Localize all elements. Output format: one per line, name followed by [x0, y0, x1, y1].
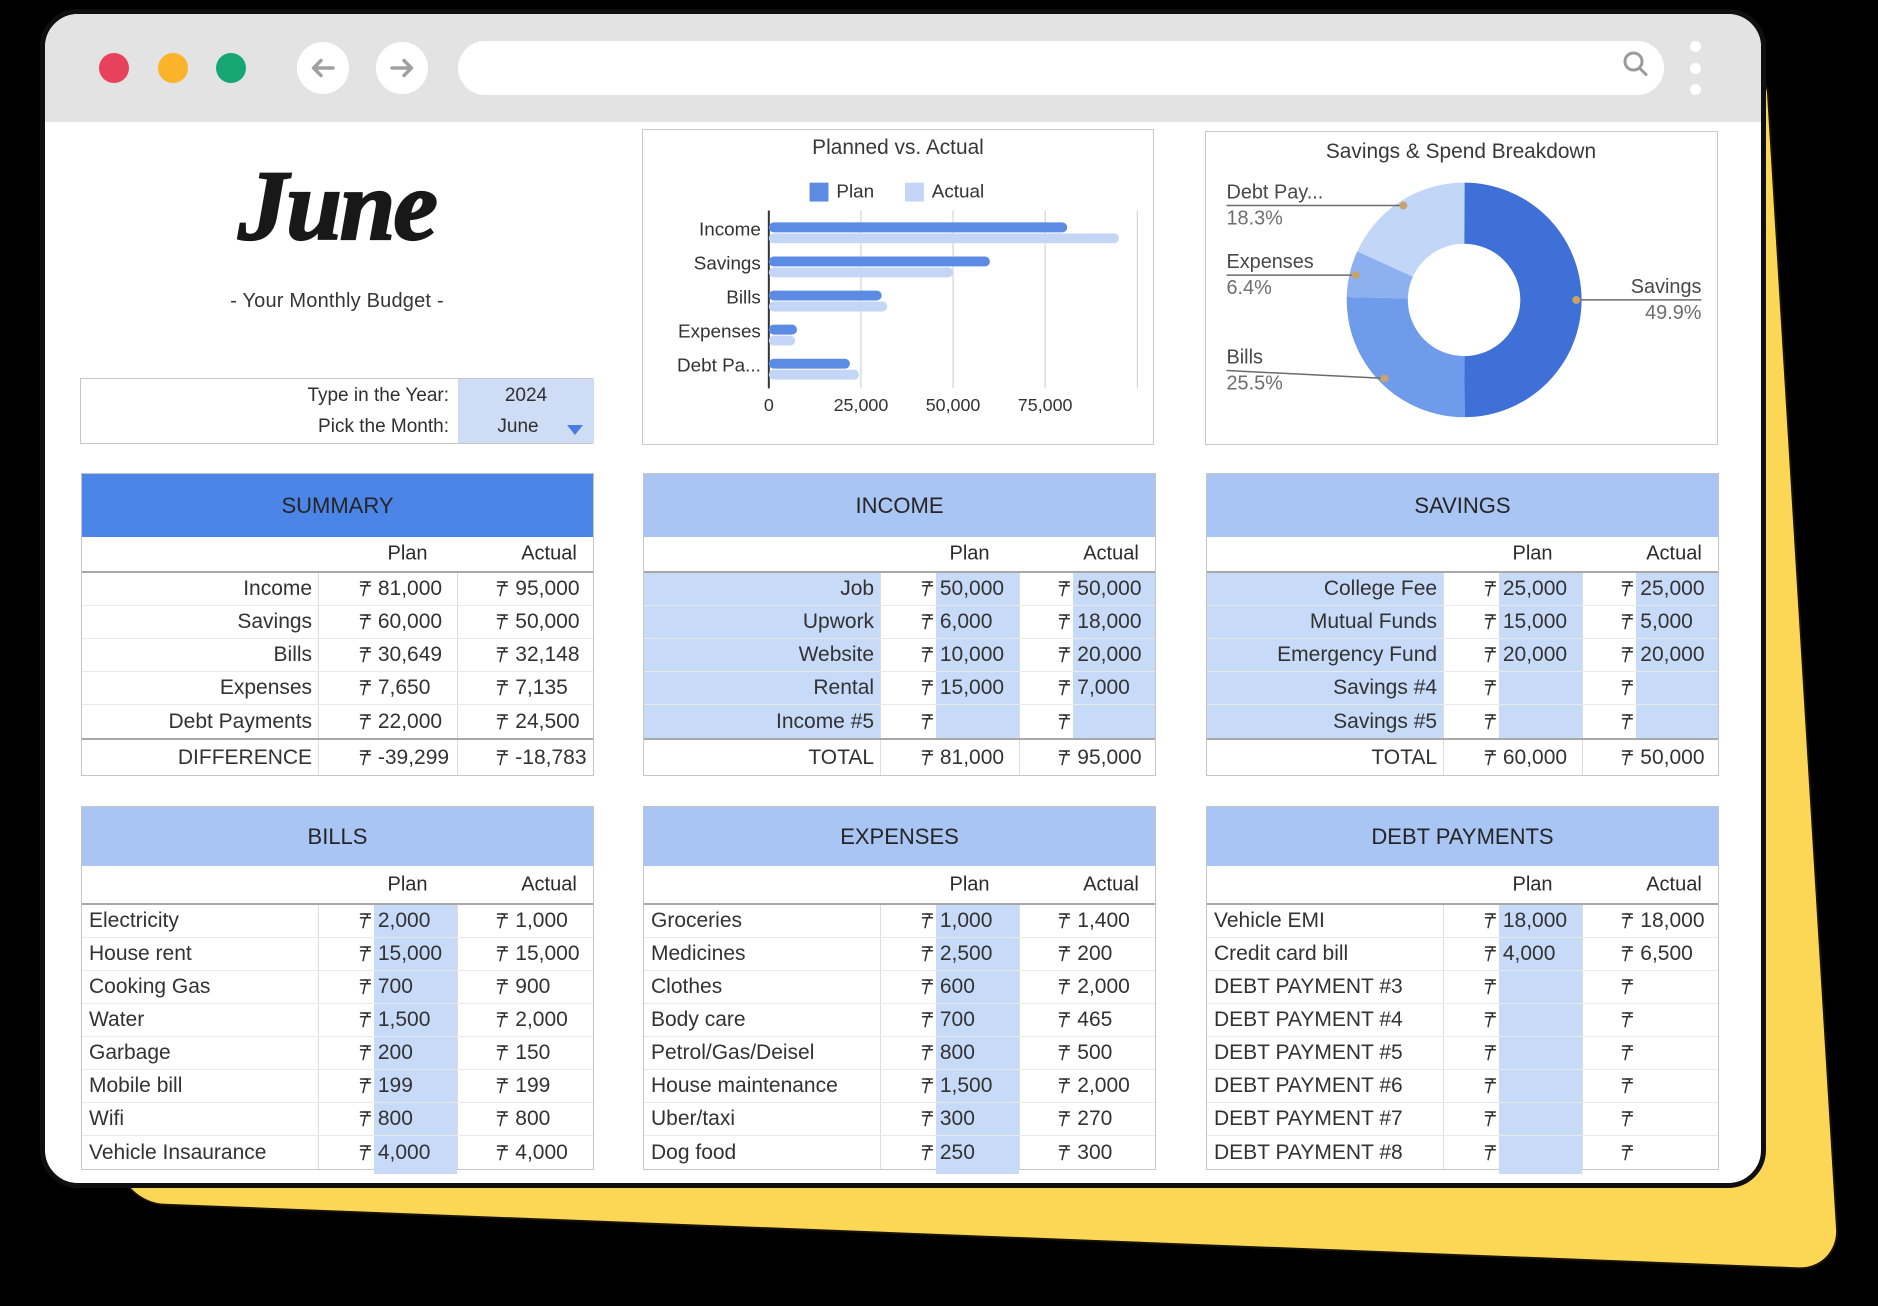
svg-text:Bills: Bills — [1227, 347, 1263, 369]
svg-text:Income: Income — [699, 218, 761, 239]
svg-text:0: 0 — [764, 395, 774, 415]
svg-text:75,000: 75,000 — [1018, 395, 1073, 415]
svg-text:49.9%: 49.9% — [1645, 302, 1701, 324]
svg-text:Debt Pa...: Debt Pa... — [677, 355, 761, 376]
svg-text:6.4%: 6.4% — [1227, 277, 1272, 299]
svg-text:50,000: 50,000 — [926, 395, 981, 415]
svg-text:Expenses: Expenses — [678, 321, 761, 342]
svg-text:Expenses: Expenses — [1227, 251, 1314, 273]
svg-text:25,000: 25,000 — [834, 395, 889, 415]
svg-text:Plan: Plan — [836, 181, 874, 202]
svg-text:Savings & Spend Breakdown: Savings & Spend Breakdown — [1326, 140, 1596, 163]
svg-text:Planned vs. Actual: Planned vs. Actual — [812, 136, 984, 159]
svg-text:Savings: Savings — [1631, 276, 1702, 298]
svg-text:Bills: Bills — [726, 286, 761, 307]
svg-text:Actual: Actual — [932, 181, 984, 202]
svg-text:18.3%: 18.3% — [1227, 207, 1283, 229]
svg-text:25.5%: 25.5% — [1227, 372, 1283, 394]
svg-text:Savings: Savings — [694, 252, 761, 273]
svg-text:Debt Pay...: Debt Pay... — [1227, 182, 1324, 204]
